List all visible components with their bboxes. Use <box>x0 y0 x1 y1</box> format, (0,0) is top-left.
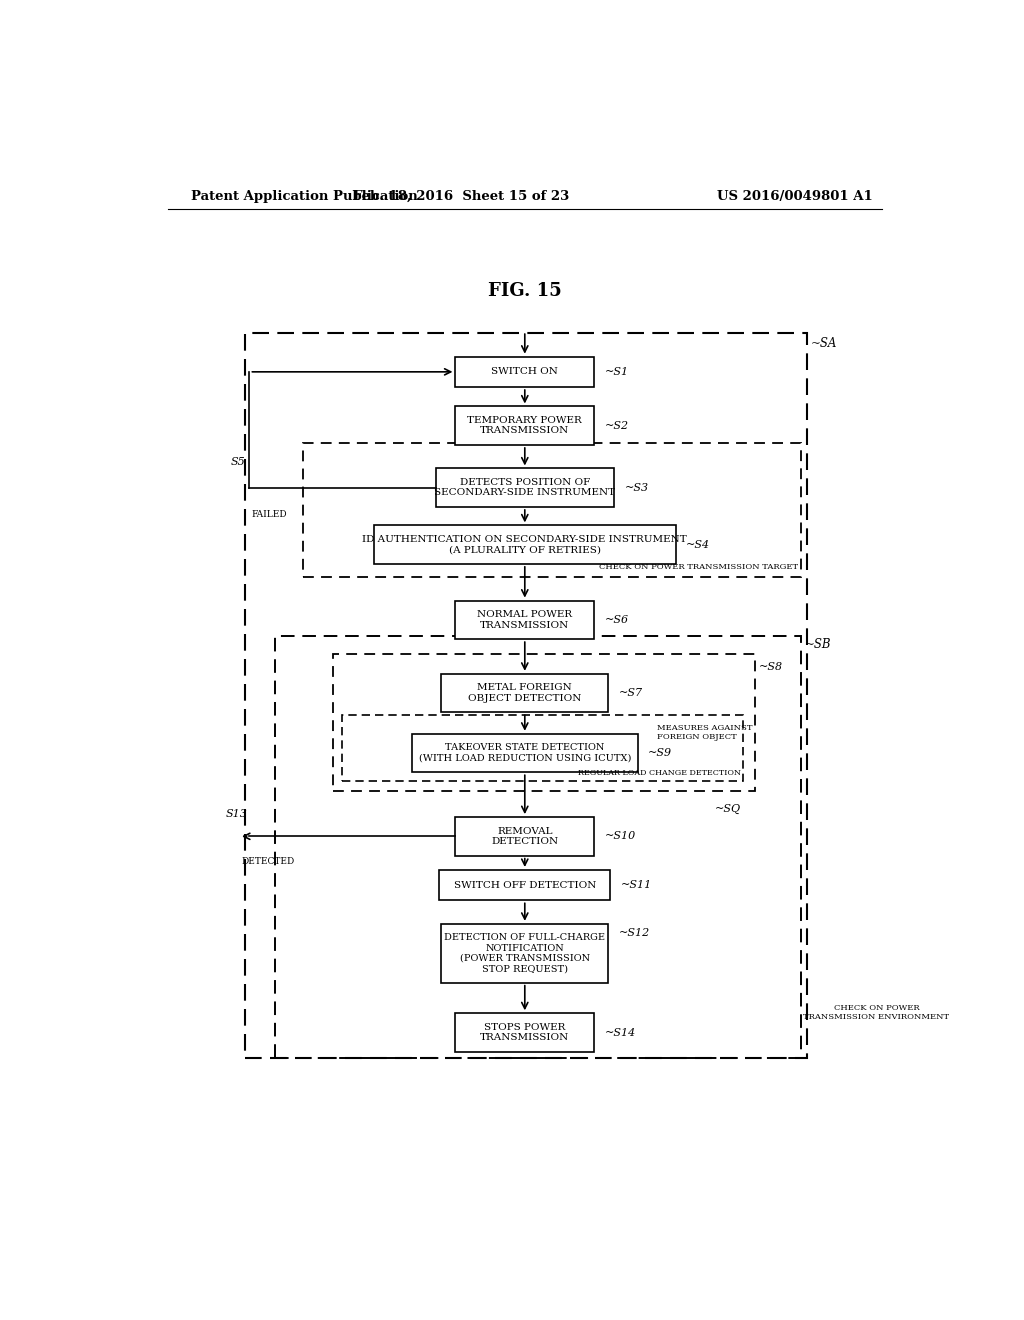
Text: SWITCH OFF DETECTION: SWITCH OFF DETECTION <box>454 880 596 890</box>
Text: ~S2: ~S2 <box>604 421 629 430</box>
Text: REGULAR LOAD CHANGE DETECTION: REGULAR LOAD CHANGE DETECTION <box>578 770 740 777</box>
Text: FAILED: FAILED <box>251 510 287 519</box>
Text: S5: S5 <box>230 457 246 467</box>
Text: US 2016/0049801 A1: US 2016/0049801 A1 <box>717 190 872 202</box>
Text: ~SA: ~SA <box>811 337 837 350</box>
Text: MEASURES AGAINST
FOREIGN OBJECT: MEASURES AGAINST FOREIGN OBJECT <box>657 725 753 742</box>
Text: ~S4: ~S4 <box>686 540 710 549</box>
FancyBboxPatch shape <box>374 525 676 564</box>
FancyBboxPatch shape <box>456 817 594 855</box>
Text: TEMPORARY POWER
TRANSMISSION: TEMPORARY POWER TRANSMISSION <box>467 416 583 436</box>
FancyBboxPatch shape <box>435 469 614 507</box>
Text: CHECK ON POWER TRANSMISSION TARGET: CHECK ON POWER TRANSMISSION TARGET <box>599 564 799 572</box>
Text: SWITCH ON: SWITCH ON <box>492 367 558 376</box>
Text: REMOVAL
DETECTION: REMOVAL DETECTION <box>492 826 558 846</box>
FancyBboxPatch shape <box>441 673 608 713</box>
Text: STOPS POWER
TRANSMISSION: STOPS POWER TRANSMISSION <box>480 1023 569 1043</box>
Text: ~S9: ~S9 <box>648 748 673 758</box>
FancyBboxPatch shape <box>441 924 608 982</box>
Text: DETECTION OF FULL-CHARGE
NOTIFICATION
(POWER TRANSMISSION
STOP REQUEST): DETECTION OF FULL-CHARGE NOTIFICATION (P… <box>444 933 605 973</box>
FancyBboxPatch shape <box>456 407 594 445</box>
FancyBboxPatch shape <box>412 734 638 772</box>
Text: TAKEOVER STATE DETECTION
(WITH LOAD REDUCTION USING ICUTX): TAKEOVER STATE DETECTION (WITH LOAD REDU… <box>419 743 631 763</box>
Text: ~S12: ~S12 <box>618 928 649 939</box>
FancyBboxPatch shape <box>456 356 594 387</box>
FancyBboxPatch shape <box>439 870 610 900</box>
Text: ID AUTHENTICATION ON SECONDARY-SIDE INSTRUMENT
(A PLURALITY OF RETRIES): ID AUTHENTICATION ON SECONDARY-SIDE INST… <box>362 535 687 554</box>
Text: DETECTS POSITION OF
SECONDARY-SIDE INSTRUMENT: DETECTS POSITION OF SECONDARY-SIDE INSTR… <box>434 478 615 498</box>
Text: CHECK ON POWER
TRANSMISSION ENVIRONMENT: CHECK ON POWER TRANSMISSION ENVIRONMENT <box>804 1003 949 1020</box>
Text: S13: S13 <box>226 809 248 818</box>
FancyBboxPatch shape <box>456 1014 594 1052</box>
Text: ~S1: ~S1 <box>604 367 629 376</box>
Text: Patent Application Publication: Patent Application Publication <box>191 190 418 202</box>
Text: NORMAL POWER
TRANSMISSION: NORMAL POWER TRANSMISSION <box>477 610 572 630</box>
Text: ~S3: ~S3 <box>625 483 648 492</box>
Text: ~SQ: ~SQ <box>715 804 741 814</box>
Text: ~S14: ~S14 <box>604 1027 636 1038</box>
Text: ~S6: ~S6 <box>604 615 629 624</box>
Text: DETECTED: DETECTED <box>242 857 295 866</box>
Text: ~SB: ~SB <box>805 638 831 651</box>
FancyBboxPatch shape <box>456 601 594 639</box>
Text: ~S10: ~S10 <box>604 832 636 841</box>
Text: ~S8: ~S8 <box>759 661 783 672</box>
Text: Feb. 18, 2016  Sheet 15 of 23: Feb. 18, 2016 Sheet 15 of 23 <box>353 190 569 202</box>
Text: ~S7: ~S7 <box>618 688 643 698</box>
Text: FIG. 15: FIG. 15 <box>487 281 562 300</box>
Text: METAL FOREIGN
OBJECT DETECTION: METAL FOREIGN OBJECT DETECTION <box>468 684 582 702</box>
Text: ~S11: ~S11 <box>621 880 651 890</box>
